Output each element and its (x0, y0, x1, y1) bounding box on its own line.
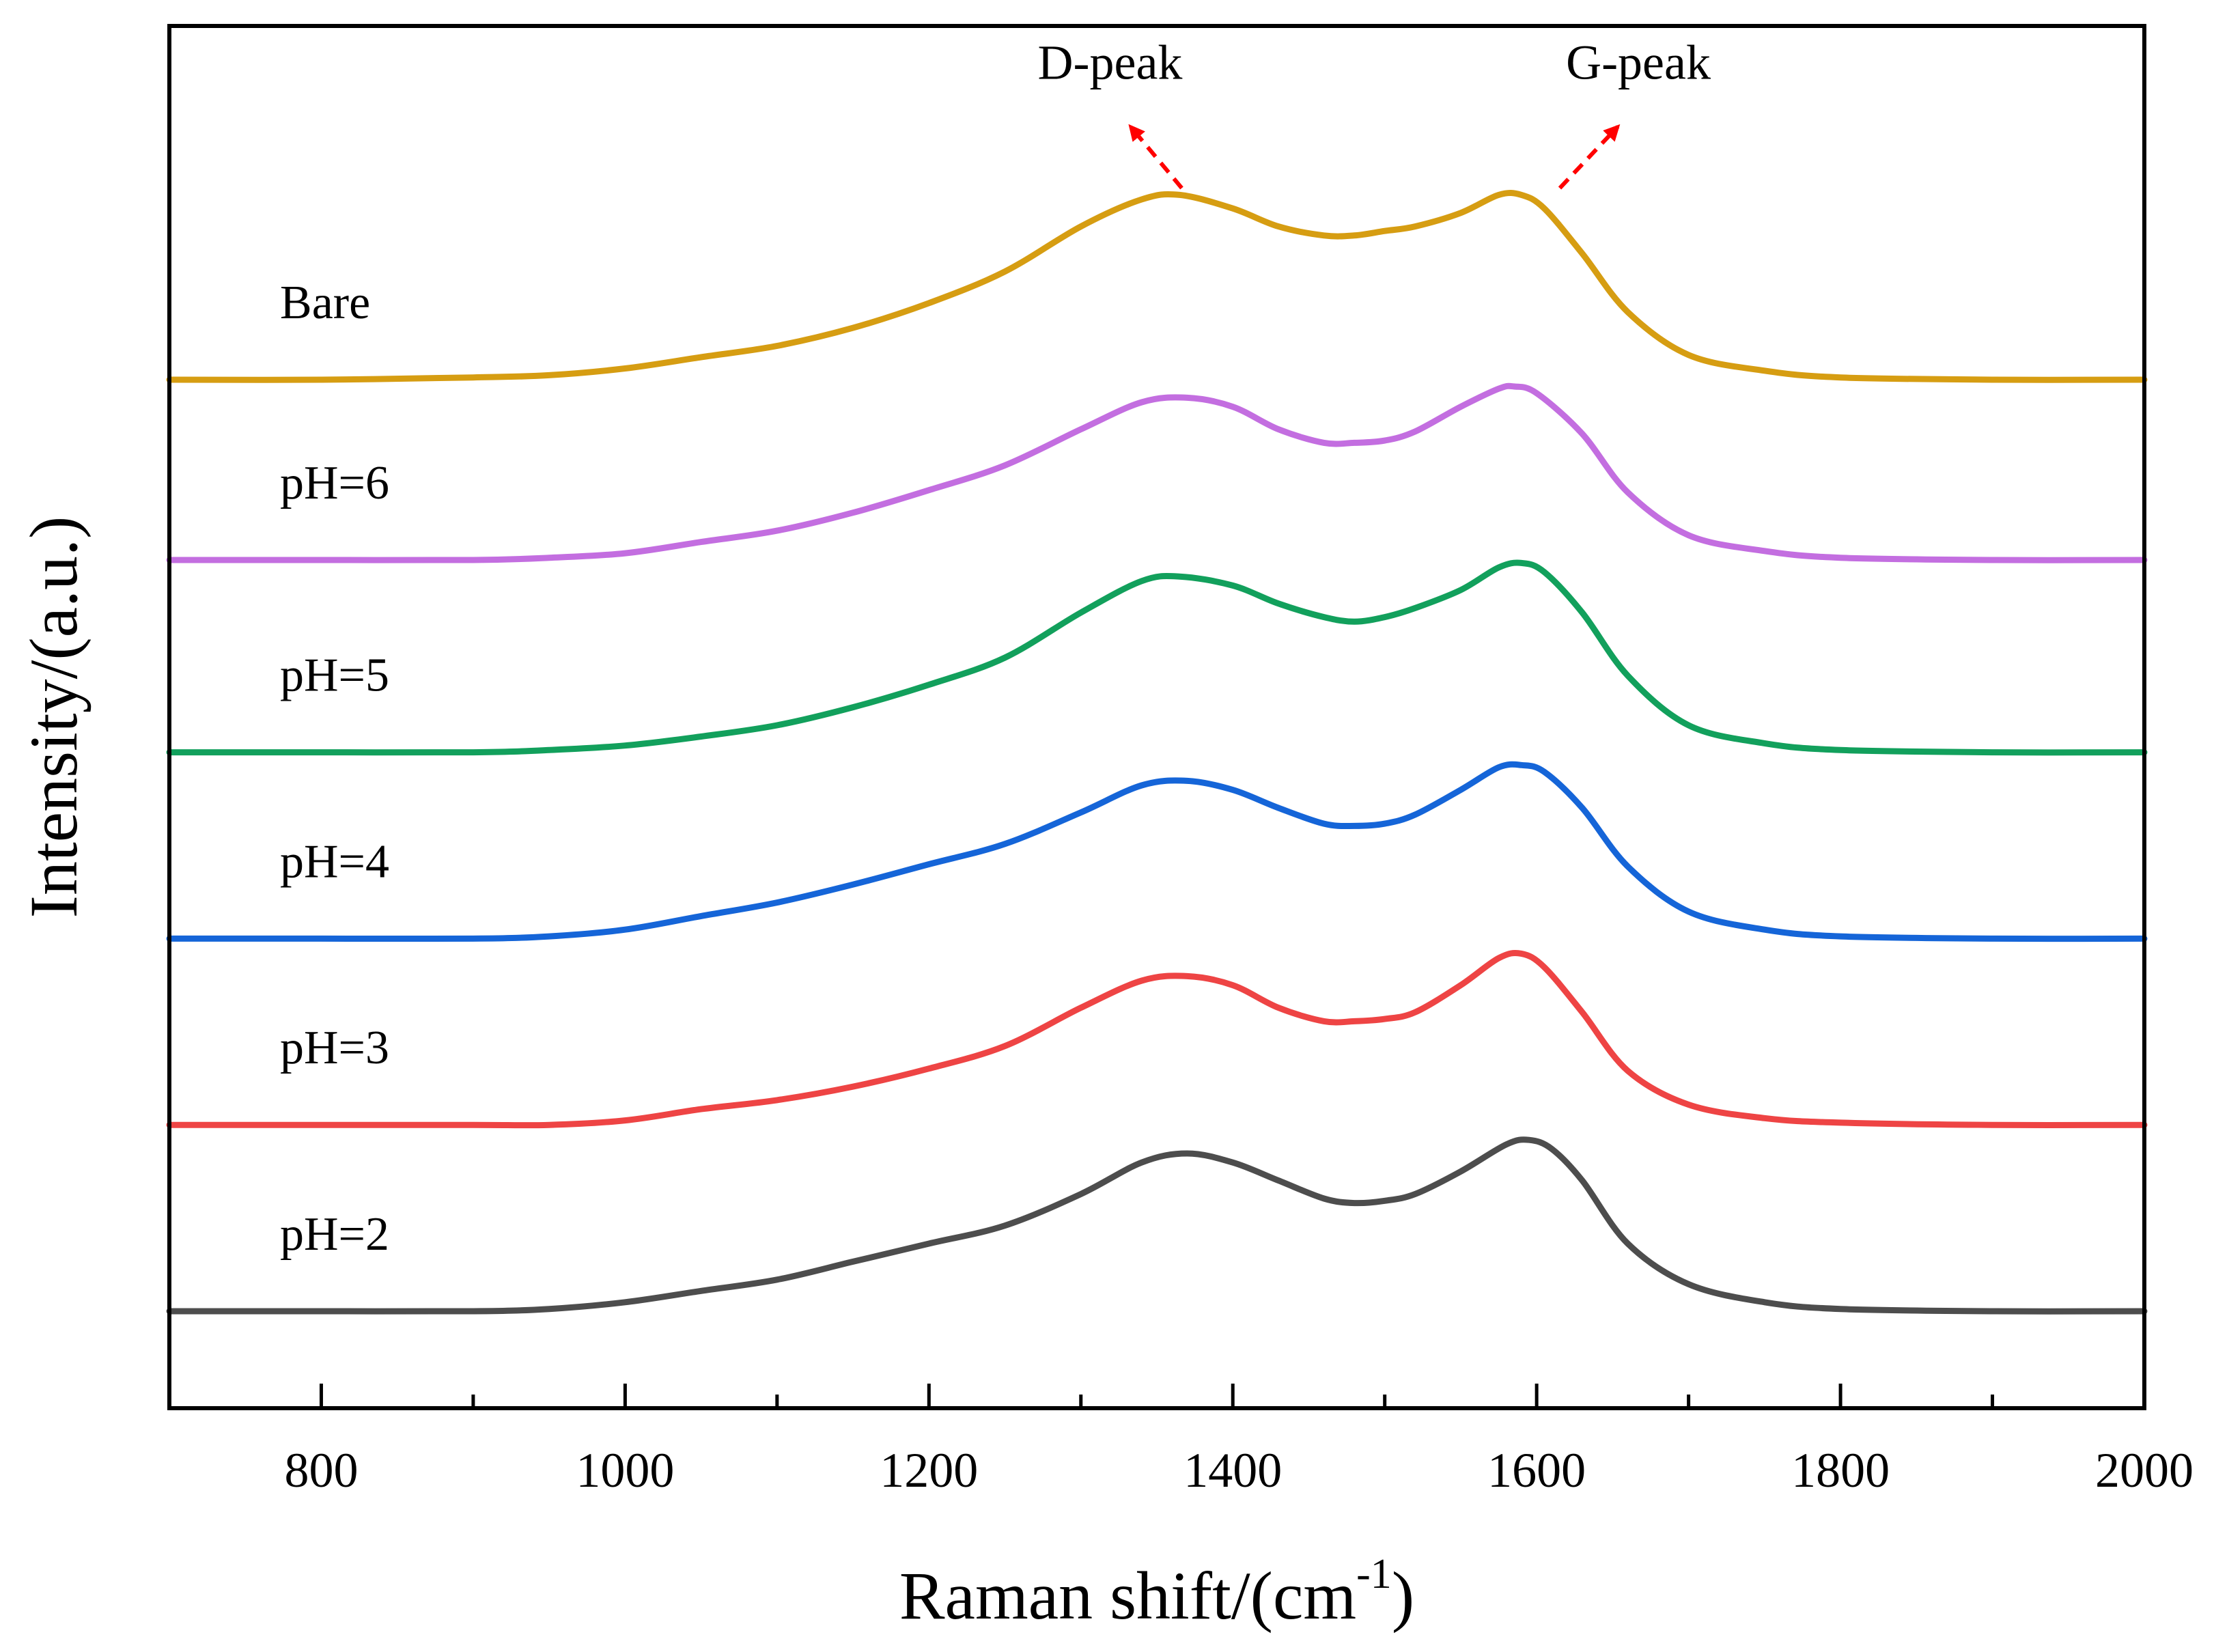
series-line-ph-5 (166, 559, 2148, 756)
x-tick-label-1800: 1800 (1791, 1443, 1890, 1498)
annotation-arrow-g-peak (1558, 124, 1621, 190)
series-line-ph-4 (166, 761, 2148, 942)
series-line-ph-2 (166, 1136, 2148, 1315)
x-axis-title-close: ) (1392, 1558, 1414, 1634)
x-tick-label-2000: 2000 (2095, 1443, 2194, 1498)
series-group (166, 190, 2148, 1315)
series-label-bare: Bare (280, 277, 370, 329)
series-label-ph-5: pH=5 (280, 649, 389, 702)
annotations-group: D-peak G-peak (1038, 35, 1711, 190)
labels-group: pH=2 pH=3 pH=4 pH=5 pH=6 Bare (280, 277, 389, 1261)
plot-frame (167, 24, 2146, 1410)
y-axis-title: Intensity/(a.u.) (16, 516, 92, 919)
annotation-arrow-d-peak (1128, 124, 1183, 190)
annotation-label-d-peak: D-peak (1038, 35, 1183, 89)
x-axis-title: Raman shift/(cm-1) (899, 1551, 1414, 1634)
x-tick-label-1000: 1000 (576, 1443, 674, 1498)
series-line-bare (166, 190, 2148, 383)
x-tick-label-1600: 1600 (1487, 1443, 1586, 1498)
x-axis-title-main: Raman shift/(cm (899, 1558, 1356, 1634)
x-axis-title-superscript: -1 (1356, 1551, 1392, 1597)
series-label-ph-2: pH=2 (280, 1208, 389, 1261)
series-label-ph-3: pH=3 (280, 1022, 389, 1074)
x-tick-label-1400: 1400 (1183, 1443, 1282, 1498)
annotation-label-g-peak: G-peak (1566, 35, 1711, 89)
series-line-ph-6 (166, 382, 2148, 563)
x-tick-label-800: 800 (284, 1443, 358, 1498)
series-label-ph-4: pH=4 (280, 835, 389, 888)
series-line-ph-3 (166, 949, 2148, 1129)
axes-group: 800 1000 1200 1400 1600 1800 2000 Raman shift/(… (16, 24, 2194, 1634)
series-label-ph-6: pH=6 (280, 457, 389, 509)
x-tick-label-1200: 1200 (880, 1443, 978, 1498)
